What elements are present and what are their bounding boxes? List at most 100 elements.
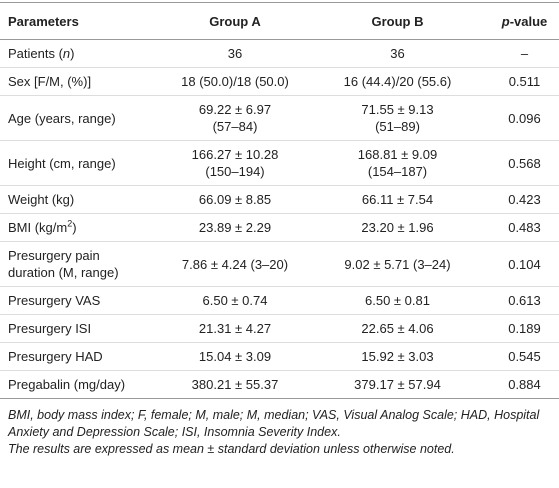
table-cell: 0.511: [490, 67, 559, 96]
text: duration (M, range): [8, 265, 119, 280]
note: BMI, body mass index; F, female; M, male…: [8, 408, 540, 439]
table-cell: Height (cm, range): [0, 140, 165, 186]
text: 0.104: [508, 256, 541, 272]
table-cell: Age (years, range): [0, 95, 165, 141]
table-cell: 0.104: [490, 241, 559, 287]
text: (150–194): [205, 164, 265, 179]
table-cell: 0.545: [490, 342, 559, 371]
table-cell: BMI (kg/m2): [0, 213, 165, 242]
text: 6.50 ± 0.81: [365, 293, 430, 308]
text: 0.613: [508, 293, 541, 308]
table-cell: 6.50 ± 0.74: [165, 286, 305, 315]
data-table: Parameters Group A Group B p-value Patients…: [0, 2, 559, 399]
text: 15.04 ± 3.09: [198, 349, 272, 364]
table-cell: 166.27 ± 10.28 (150–194): [165, 140, 305, 186]
footnotes: BMI, body mass index; F, female; M, male…: [0, 399, 559, 458]
cell-line: 71.55 ± 9.13: [313, 101, 482, 118]
table-cell: 379.17 ± 57.94: [305, 370, 490, 399]
table-row: Patients (n) 36 36 –: [0, 39, 559, 68]
column-header: p-value: [490, 2, 559, 40]
table-cell: 7.86 ± 4.24 (3–20): [165, 241, 305, 287]
table-cell: 66.11 ± 7.54: [305, 185, 490, 214]
table-cell: 9.02 ± 5.71 (3–24): [305, 241, 490, 287]
table-cell: 0.423: [490, 185, 559, 214]
table-cell: 23.89 ± 2.29: [165, 213, 305, 242]
cell-line: (57–84): [173, 118, 297, 135]
table-cell: Weight (kg): [0, 185, 165, 214]
text: Weight (kg): [8, 192, 75, 207]
text-segment: p: [501, 13, 510, 29]
text: Presurgery VAS: [8, 293, 101, 308]
table-cell: 168.81 ± 9.09 (154–187): [305, 140, 490, 186]
text: 0.568: [508, 155, 541, 171]
text: 6.50 ± 0.74: [202, 293, 268, 308]
text: 0.884: [508, 377, 541, 392]
note: The results are expressed as mean ± stan…: [8, 442, 455, 456]
text: (57–84): [212, 119, 258, 134]
text: Group B: [371, 13, 424, 29]
text-segment: -value: [509, 13, 548, 29]
table-row: Presurgery pain duration (M, range) 7.86 ±…: [0, 241, 559, 287]
table-cell: 0.568: [490, 140, 559, 186]
table-row: Presurgery ISI 21.31 ± 4.27 22.65 ± 4.06 0.…: [0, 314, 559, 343]
text-segment: ): [70, 46, 75, 61]
text: 21.31 ± 4.27: [198, 321, 272, 336]
column-header: Group A: [165, 2, 305, 40]
table-cell: 0.483: [490, 213, 559, 242]
table-row: Pregabalin (mg/day) 380.21 ± 55.37 379.17 …: [0, 370, 559, 399]
cell-line: (150–194): [173, 163, 297, 180]
text: Presurgery ISI: [8, 321, 92, 336]
text: 0.511: [508, 74, 541, 89]
text: Presurgery pain: [8, 248, 100, 263]
text: 15.92 ± 3.03: [361, 349, 434, 364]
table-cell: Presurgery pain duration (M, range): [0, 241, 165, 287]
text: 66.09 ± 8.85: [198, 192, 272, 207]
table-cell: 66.09 ± 8.85: [165, 185, 305, 214]
text: 18 (50.0)/18 (50.0): [181, 74, 289, 89]
cell-line: (51–89): [313, 118, 482, 135]
text: 9.02 ± 5.71 (3–24): [344, 256, 451, 272]
header-row: Parameters Group A Group B p-value: [0, 2, 559, 40]
text: 69.22 ± 6.97: [198, 102, 272, 117]
cell-line: 168.81 ± 9.09: [313, 146, 482, 163]
table-cell: Presurgery HAD: [0, 342, 165, 371]
text-segment: BMI (kg/m: [8, 220, 68, 235]
table-cell: 16 (44.4)/20 (55.6): [305, 67, 490, 96]
text: –: [520, 46, 529, 61]
table-cell: Presurgery VAS: [0, 286, 165, 315]
column-header: Parameters: [0, 2, 165, 40]
table-cell: 69.22 ± 6.97 (57–84): [165, 95, 305, 141]
text: 66.11 ± 7.54: [361, 192, 434, 207]
table-row: Presurgery VAS 6.50 ± 0.74 6.50 ± 0.81 0.61…: [0, 286, 559, 315]
table-cell: 21.31 ± 4.27: [165, 314, 305, 343]
table-cell: 15.04 ± 3.09: [165, 342, 305, 371]
table-cell: 0.189: [490, 314, 559, 343]
table-row: Sex [F/M, (%)] 18 (50.0)/18 (50.0) 16 (44.…: [0, 67, 559, 96]
cell-line: Patients (n): [8, 45, 157, 62]
table-cell: 0.884: [490, 370, 559, 399]
text: Height (cm, range): [8, 155, 116, 171]
text-segment: n: [62, 46, 71, 61]
table-cell: 6.50 ± 0.81: [305, 286, 490, 315]
table-row: Presurgery HAD 15.04 ± 3.09 15.92 ± 3.03 0.…: [0, 342, 559, 371]
text: Sex [F/M, (%)]: [8, 74, 92, 89]
text: 23.20 ± 1.96: [361, 220, 434, 235]
text: 16 (44.4)/20 (55.6): [343, 74, 452, 89]
text: 0.423: [508, 192, 541, 207]
text: (51–89): [375, 119, 420, 134]
text: 71.55 ± 9.13: [361, 102, 434, 117]
text: 0.483: [508, 220, 541, 235]
text: 166.27 ± 10.28: [191, 147, 279, 162]
table-row: Height (cm, range) 166.27 ± 10.28 (150–194…: [0, 140, 559, 186]
table-cell: 23.20 ± 1.96: [305, 213, 490, 242]
text: 0.545: [508, 349, 541, 364]
table-cell: Presurgery ISI: [0, 314, 165, 343]
cell-line: 69.22 ± 6.97: [173, 101, 297, 118]
table-cell: 71.55 ± 9.13 (51–89): [305, 95, 490, 141]
text: 22.65 ± 4.06: [361, 321, 434, 336]
table-row: Age (years, range) 69.22 ± 6.97 (57–84) 71.…: [0, 95, 559, 141]
cell-line: Presurgery pain: [8, 247, 157, 264]
table-cell: 0.096: [490, 95, 559, 141]
text: Pregabalin (mg/day): [8, 377, 126, 392]
cell-line: BMI (kg/m2): [8, 219, 157, 236]
